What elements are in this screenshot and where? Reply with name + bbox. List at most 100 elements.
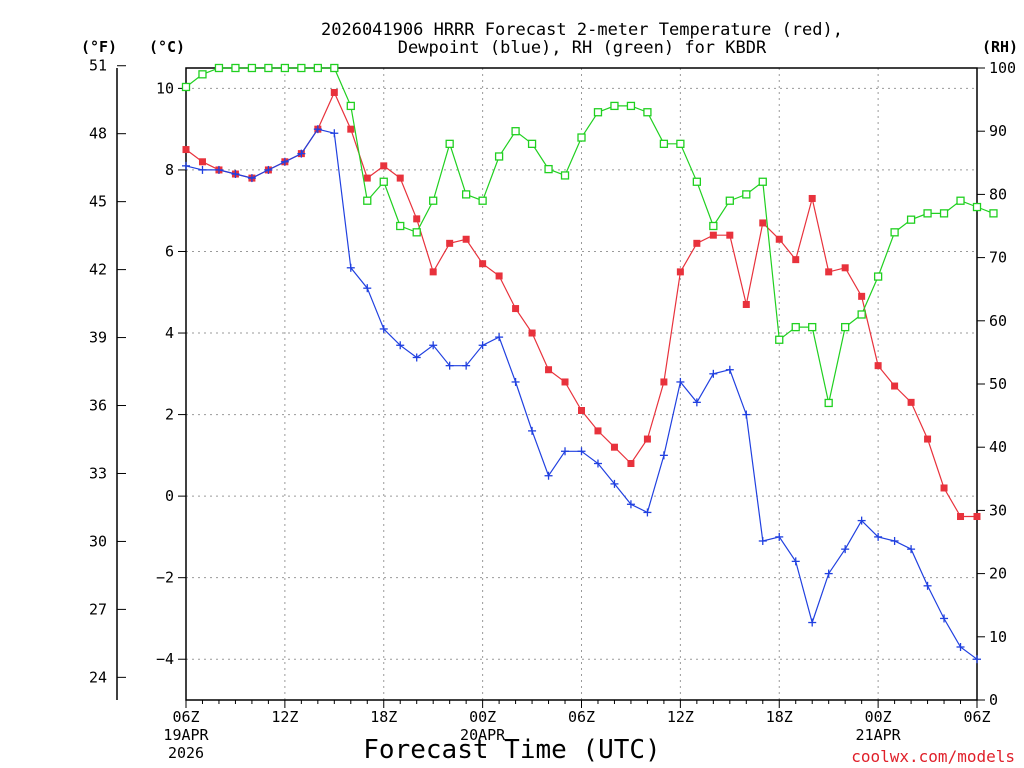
rh-point [659, 139, 669, 148]
x-tick-label: 18Z [370, 708, 397, 726]
dewpoint-point [626, 500, 635, 509]
rh-point [198, 70, 207, 79]
series-layer [181, 63, 998, 664]
rh-point [593, 108, 603, 117]
rh-point [181, 82, 191, 92]
celsius-tick-label: 0 [165, 487, 174, 505]
dewpoint-point [874, 532, 883, 541]
dewpoint-point [725, 365, 734, 374]
temperature-point [578, 407, 585, 415]
x-axis-label: Forecast Time (UTC) [363, 735, 660, 765]
rh-point [758, 177, 767, 186]
dewpoint-point [775, 532, 784, 541]
temperature-point [940, 484, 948, 492]
temperature-point [429, 268, 437, 276]
fahrenheit-tick-label: 30 [89, 532, 107, 550]
dewpoint-point [577, 447, 586, 456]
dewpoint-point [264, 165, 273, 174]
dewpoint-point [824, 569, 833, 578]
rh-point [939, 209, 949, 218]
x-year-label: 2026 [168, 744, 204, 762]
temperature-point [512, 305, 520, 313]
dewpoint-point [363, 284, 372, 293]
dewpoint-point [198, 165, 207, 174]
rh-point [330, 63, 339, 73]
fahrenheit-tick-label: 45 [89, 193, 107, 211]
rh-point [610, 101, 619, 111]
dewpoint-point [709, 369, 718, 378]
fahrenheit-tick-label: 42 [89, 261, 107, 279]
fahrenheit-unit-label: (°F) [81, 38, 117, 56]
dewpoint-point [676, 377, 685, 386]
rh-tick-label: 50 [989, 375, 1007, 393]
dewpoint-point [313, 125, 322, 134]
dewpoint-point [923, 581, 932, 590]
celsius-tick-label: −2 [156, 569, 174, 587]
temperature-point [182, 146, 190, 154]
dewpoint-point [247, 174, 256, 183]
rh-point [643, 108, 652, 117]
rh-tick-label: 100 [989, 59, 1016, 77]
celsius-tick-label: 4 [165, 324, 174, 342]
dewpoint-point [412, 353, 421, 362]
rh-point [396, 221, 405, 231]
chart-title-line2: Dewpoint (blue), RH (green) for KBDR [398, 38, 767, 58]
rh-point [775, 335, 784, 344]
fahrenheit-tick-label: 51 [89, 57, 107, 75]
fahrenheit-tick-label: 27 [89, 600, 107, 618]
dewpoint-point [973, 655, 981, 664]
temperature-point [858, 292, 866, 300]
temperature-point [825, 268, 833, 276]
dewpoint-series [182, 125, 981, 664]
celsius-tick-label: 8 [165, 161, 174, 179]
temperature-point [347, 125, 355, 133]
rh-point [445, 139, 454, 148]
temperature-point [742, 300, 750, 308]
dewpoint-point [330, 129, 339, 138]
dewpoint-point [791, 557, 800, 566]
celsius-unit-label: (°C) [149, 38, 185, 56]
grid-lines [186, 68, 977, 700]
temperature-point [545, 366, 553, 374]
dewpoint-point [495, 333, 504, 342]
temperature-point [759, 219, 767, 227]
temperature-point [363, 174, 371, 182]
chart-title: 2026041906 HRRR Forecast 2-meter Tempera… [321, 20, 843, 40]
rh-point [429, 196, 438, 205]
celsius-tick-label: 6 [165, 242, 174, 260]
dewpoint-point [528, 426, 537, 435]
dewpoint-point [182, 161, 190, 170]
dewpoint-point [214, 165, 223, 174]
rh-point [890, 228, 899, 237]
fahrenheit-tick-label: 36 [89, 397, 107, 415]
x-tick-label: 18Z [766, 708, 793, 726]
plot-frame [185, 67, 978, 701]
temperature-point [957, 513, 965, 521]
rh-point [544, 164, 553, 174]
rh-point [363, 196, 372, 205]
fahrenheit-tick-label: 24 [89, 668, 107, 686]
rh-point [527, 139, 537, 148]
temperature-point [330, 88, 338, 96]
dewpoint-point [742, 410, 751, 419]
x-tick-label: 12Z [271, 708, 298, 726]
rh-tick-label: 10 [989, 628, 1007, 646]
dewpoint-point [478, 341, 487, 350]
rh-tick-label: 70 [989, 249, 1007, 267]
x-date-label: 21APR [856, 726, 902, 744]
rh-point [857, 310, 866, 319]
rh-point [906, 215, 916, 224]
dewpoint-point [379, 324, 388, 333]
dewpoint-point [280, 157, 289, 166]
rh-series [181, 63, 998, 408]
rh-point [956, 196, 965, 205]
rh-point [560, 171, 570, 180]
temperature-point [610, 443, 618, 451]
rh-point [346, 101, 355, 111]
rh-line [185, 67, 994, 404]
temperature-point [775, 235, 783, 243]
rh-tick-label: 90 [989, 122, 1007, 140]
rh-point [923, 209, 932, 218]
rh-tick-label: 30 [989, 501, 1007, 519]
